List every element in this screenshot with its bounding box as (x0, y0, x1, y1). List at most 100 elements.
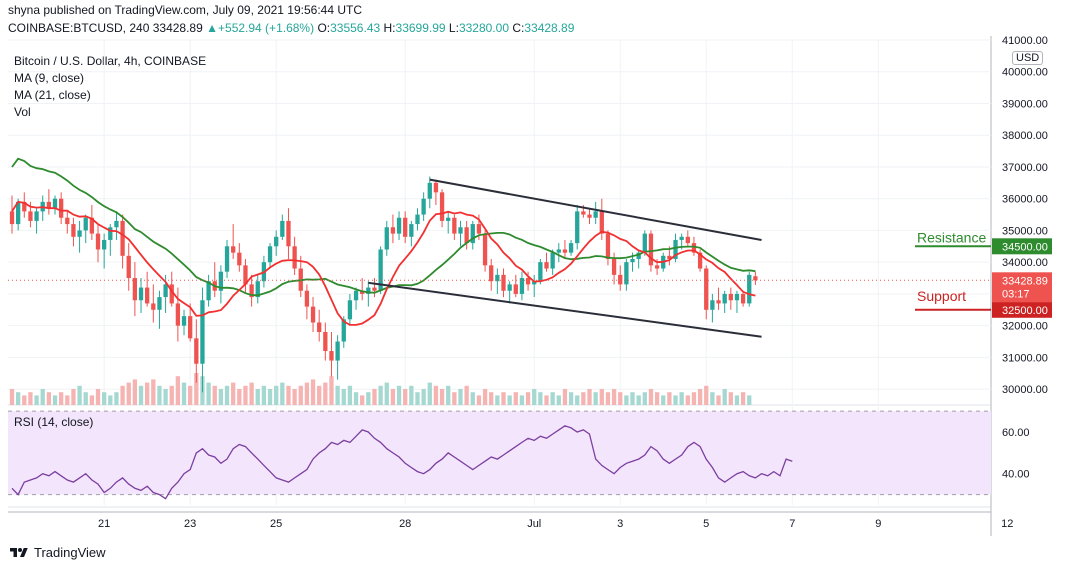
volume-bar (22, 395, 27, 405)
volume-bar (464, 385, 469, 405)
candle-body (237, 252, 242, 266)
candle-body (145, 287, 150, 304)
low-label: L: (448, 21, 459, 35)
volume-bar (507, 395, 512, 405)
candle-body (544, 262, 549, 269)
candle-body (77, 230, 82, 237)
time-tick-label: 28 (399, 518, 411, 530)
price-chart[interactable]: 30000.0031000.0032000.0033000.0034000.00… (0, 0, 1065, 545)
rsi-title[interactable]: RSI (14, close) (14, 415, 94, 429)
resistance-price-tag (992, 238, 1052, 255)
legend-ma21[interactable]: MA (21, close) (14, 88, 91, 102)
candle-body (188, 316, 193, 339)
rsi-tick-label: 60.00 (1002, 427, 1030, 439)
candle-body (304, 290, 310, 307)
volume-bar (378, 385, 383, 405)
volume-bar (138, 385, 144, 405)
volume-bar (403, 389, 408, 405)
channel-upper-line[interactable] (429, 178, 762, 241)
time-tick-label: 12 (1001, 518, 1013, 530)
candle-body (46, 201, 52, 209)
candle-body (58, 198, 64, 218)
volume-bar (740, 392, 746, 405)
footer-brand[interactable]: TradingView (8, 545, 106, 560)
volume-bar (452, 392, 457, 405)
up-triangle-icon: ▲ (206, 21, 219, 35)
candle-body (286, 220, 291, 247)
candle-body (740, 293, 746, 304)
volume-bar (274, 385, 279, 405)
volume-bar (15, 392, 21, 405)
support-price-label: 32500.00 (1002, 305, 1048, 317)
volume-bar (151, 379, 156, 405)
publish-info: shyna published on TradingView.com, July… (8, 3, 362, 17)
volume-bar (642, 392, 647, 405)
volume-bar (691, 392, 697, 405)
time-tick-label: 23 (184, 518, 196, 530)
candle-body (587, 214, 592, 218)
candle-body (648, 233, 654, 266)
candle-body (519, 278, 525, 294)
candle-body (267, 246, 273, 263)
volume-bar (446, 385, 451, 405)
volume-bar (83, 392, 88, 405)
volume-bar (366, 392, 371, 405)
volume-bar (685, 395, 690, 405)
volume-bar (95, 389, 101, 405)
candle-body (556, 249, 561, 253)
volume-bar (630, 392, 635, 405)
volume-bar (618, 392, 623, 405)
legend-vol[interactable]: Vol (14, 105, 31, 119)
currency-badge[interactable]: USD (1012, 51, 1044, 65)
candle-body (175, 303, 181, 326)
low-value: 33280.00 (458, 21, 509, 35)
candle-body (513, 284, 518, 294)
volume-bar (298, 385, 303, 405)
candle-body (630, 259, 635, 263)
candle-body (532, 281, 537, 285)
candle-body (464, 227, 469, 244)
candle-body (396, 217, 402, 234)
candle-body (722, 293, 727, 304)
candle-body (120, 220, 125, 256)
price-tick-label: 40000.00 (1002, 67, 1048, 79)
volume-bar (648, 389, 654, 405)
volume-bar (77, 385, 82, 405)
candle-body (200, 300, 205, 364)
volume-bar (544, 395, 549, 405)
rsi-band (8, 411, 991, 495)
volume-bar (396, 385, 402, 405)
candle-body (52, 198, 58, 209)
candle-body (673, 239, 678, 259)
volume-bar (415, 392, 420, 405)
legend-ma9[interactable]: MA (9, close) (14, 71, 85, 85)
chart-title: Bitcoin / U.S. Dollar, 4h, COINBASE (14, 54, 207, 68)
candle-body (28, 211, 33, 221)
volume-bar (163, 389, 168, 405)
candle-body (575, 211, 580, 244)
candle-body (753, 276, 758, 281)
volume-bar (304, 382, 310, 405)
candle-body (353, 290, 359, 301)
volume-bar (611, 389, 617, 405)
volume-bar (495, 395, 500, 405)
candle-body (157, 297, 162, 310)
candle-body (507, 284, 512, 291)
candle-body (274, 236, 279, 247)
time-tick-label: 3 (617, 518, 623, 530)
volume-bar (532, 389, 537, 405)
candle-body (439, 192, 445, 221)
volume-bar (169, 385, 174, 405)
volume-bar (722, 389, 727, 405)
volume-bar (329, 376, 334, 405)
volume-bar (243, 385, 248, 405)
candle-body (384, 227, 389, 250)
volume-bar (292, 389, 297, 405)
volume-bar (513, 392, 518, 405)
volume-bar (525, 392, 531, 405)
ma21-line (11, 157, 756, 297)
candle-body (679, 236, 684, 240)
price-tick-label: 30000.00 (1002, 384, 1048, 396)
channel-lower-line[interactable] (368, 281, 762, 338)
price-tick-label: 38000.00 (1002, 130, 1048, 142)
